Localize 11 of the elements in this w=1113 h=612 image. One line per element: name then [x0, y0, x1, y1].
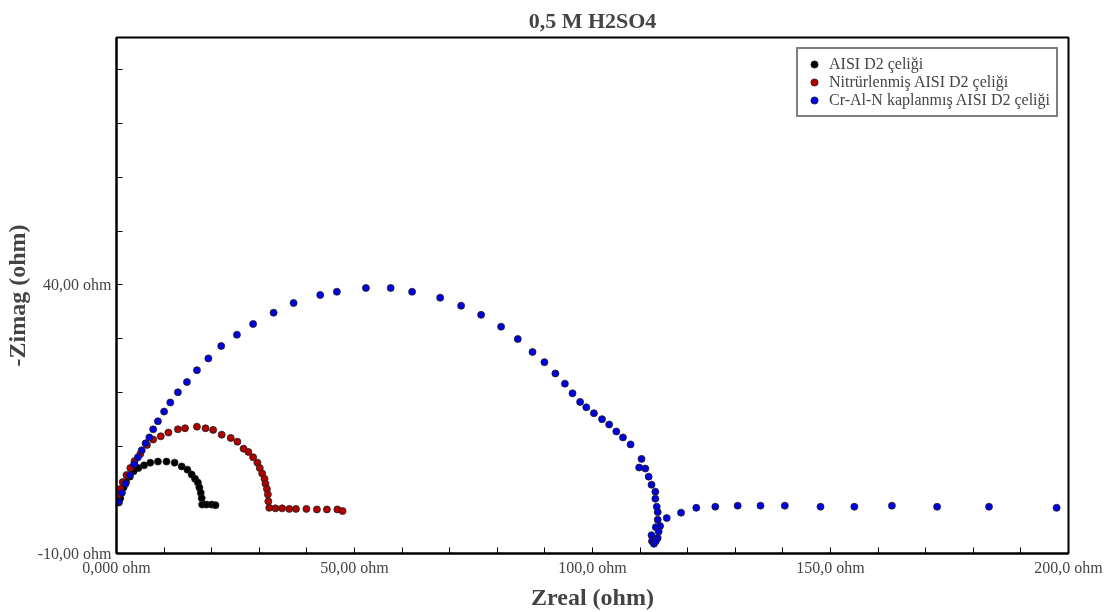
x-tick-label: 200,0 ohm: [1034, 558, 1104, 576]
x-tick-label: 50,00 ohm: [320, 558, 390, 576]
y-axis-title: -Zimag (ohm): [3, 224, 30, 367]
x-tick-label: 150,0 ohm: [796, 558, 866, 576]
legend-label: Nitrürlenmiş AISI D2 çeliği: [829, 73, 1009, 91]
x-axis-title: Zreal (ohm): [531, 583, 654, 610]
chart-title: 0,5 M H2SO4: [528, 7, 657, 33]
y-tick-label: 40,00 ohm: [43, 276, 113, 294]
x-tick-label: 100,0 ohm: [558, 558, 628, 576]
legend-label: Cr-Al-N kaplanmış AISI D2 çeliği: [829, 91, 1050, 109]
legend-label: AISI D2 çeliği: [829, 55, 924, 73]
